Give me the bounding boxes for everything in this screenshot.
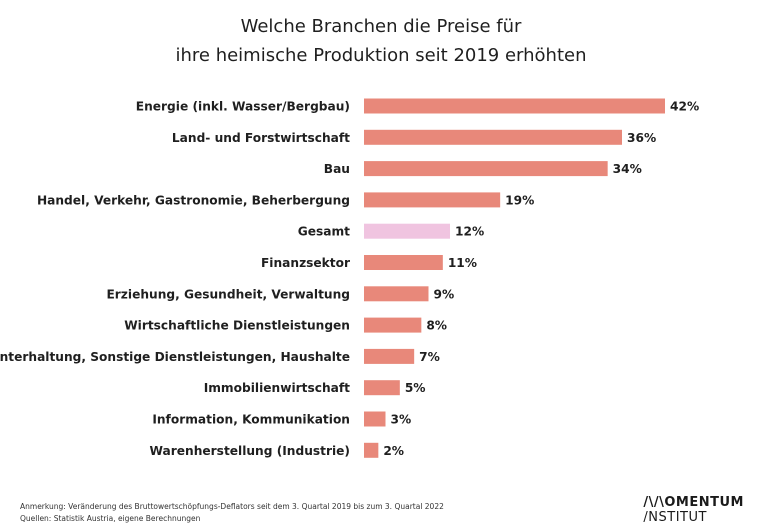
momentum-institut-logo: /\/\OMENTUM /NSTITUT bbox=[643, 495, 744, 525]
category-label: Bau bbox=[324, 162, 350, 176]
logo-line-1: /\/\OMENTUM bbox=[643, 495, 744, 510]
logo-line-2: /NSTITUT bbox=[643, 510, 707, 525]
category-label: Handel, Verkehr, Gastronomie, Beherbergu… bbox=[37, 193, 350, 207]
value-label: 36% bbox=[627, 131, 656, 145]
value-label: 2% bbox=[383, 444, 404, 458]
category-label: Unterhaltung, Sonstige Dienstleistungen,… bbox=[0, 350, 350, 364]
value-label: 9% bbox=[434, 287, 455, 301]
bar bbox=[364, 317, 422, 333]
bar bbox=[364, 380, 400, 396]
category-label: Information, Kommunikation bbox=[152, 413, 350, 427]
bar bbox=[364, 192, 501, 208]
footnote-sources: Quellen: Statistik Austria, eigene Berec… bbox=[20, 514, 201, 523]
bar bbox=[364, 129, 622, 145]
bar bbox=[364, 411, 386, 427]
category-label: Energie (inkl. Wasser/Bergbau) bbox=[136, 100, 350, 114]
footnote: Anmerkung: Veränderung des Bruttowertsch… bbox=[20, 501, 444, 525]
value-label: 19% bbox=[505, 193, 534, 207]
bar bbox=[364, 161, 608, 177]
value-label: 42% bbox=[670, 100, 699, 114]
category-label: Warenherstellung (Industrie) bbox=[150, 444, 350, 458]
category-label: Immobilienwirtschaft bbox=[204, 381, 350, 395]
value-label: 8% bbox=[426, 319, 447, 333]
value-label: 11% bbox=[448, 256, 477, 270]
bar bbox=[364, 348, 415, 364]
bar bbox=[364, 98, 665, 114]
bar bbox=[364, 442, 379, 458]
value-label: 12% bbox=[455, 225, 484, 239]
value-label: 5% bbox=[405, 381, 426, 395]
bar bbox=[364, 286, 429, 302]
bar-highlight bbox=[364, 223, 450, 239]
chart-title-line-2: ihre heimische Produktion seit 2019 erhö… bbox=[175, 45, 587, 66]
value-label: 7% bbox=[419, 350, 440, 364]
value-label: 34% bbox=[613, 162, 642, 176]
chart-title: Welche Branchen die Preise für ihre heim… bbox=[0, 12, 762, 70]
bar bbox=[364, 255, 443, 270]
category-label: Wirtschaftliche Dienstleistungen bbox=[124, 319, 350, 333]
chart-title-line-1: Welche Branchen die Preise für bbox=[240, 16, 522, 37]
category-label: Finanzsektor bbox=[261, 256, 350, 270]
footnote-note: Anmerkung: Veränderung des Bruttowertsch… bbox=[20, 502, 444, 511]
category-label: Erziehung, Gesundheit, Verwaltung bbox=[106, 287, 350, 301]
category-label: Land- und Forstwirtschaft bbox=[172, 131, 350, 145]
value-label: 3% bbox=[391, 413, 412, 427]
category-label: Gesamt bbox=[298, 225, 350, 239]
